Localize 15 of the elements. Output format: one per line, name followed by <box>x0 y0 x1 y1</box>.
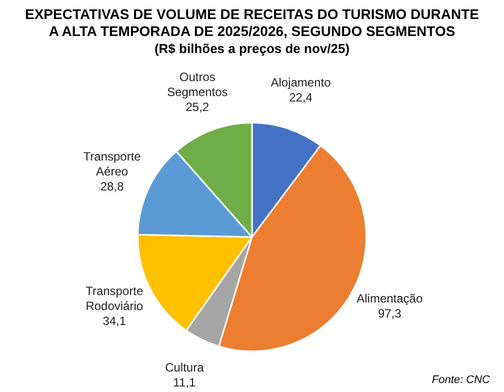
data-label: 25,2 <box>186 100 210 114</box>
data-label: 97,3 <box>378 306 402 320</box>
slice-label: Transporte Aéreo <box>83 149 142 178</box>
chart-title: EXPECTATIVAS DE VOLUME DE RECEITAS DO TURISMO DURANTE A ALTA TEMPORADA DE 2025/2026, SEGUNDO SEGMENTOS <box>24 6 480 40</box>
slice-label: Outros Segmentos <box>167 70 228 100</box>
source-note: Fonte: CNC <box>432 374 490 386</box>
slice-label: Transporte Rodoviário <box>86 284 144 313</box>
slice-label: Alimentação <box>356 291 423 306</box>
data-label: 28,8 <box>100 179 124 194</box>
slice-label: Alojamento <box>270 75 332 90</box>
data-label: 11,1 <box>173 375 196 390</box>
chart-subtitle: (R$ bilhões a preços de nov/25) <box>153 40 351 57</box>
slice-label: Cultura <box>165 360 204 374</box>
data-label: 22,4 <box>289 90 313 104</box>
data-label: 34,1 <box>102 314 126 328</box>
